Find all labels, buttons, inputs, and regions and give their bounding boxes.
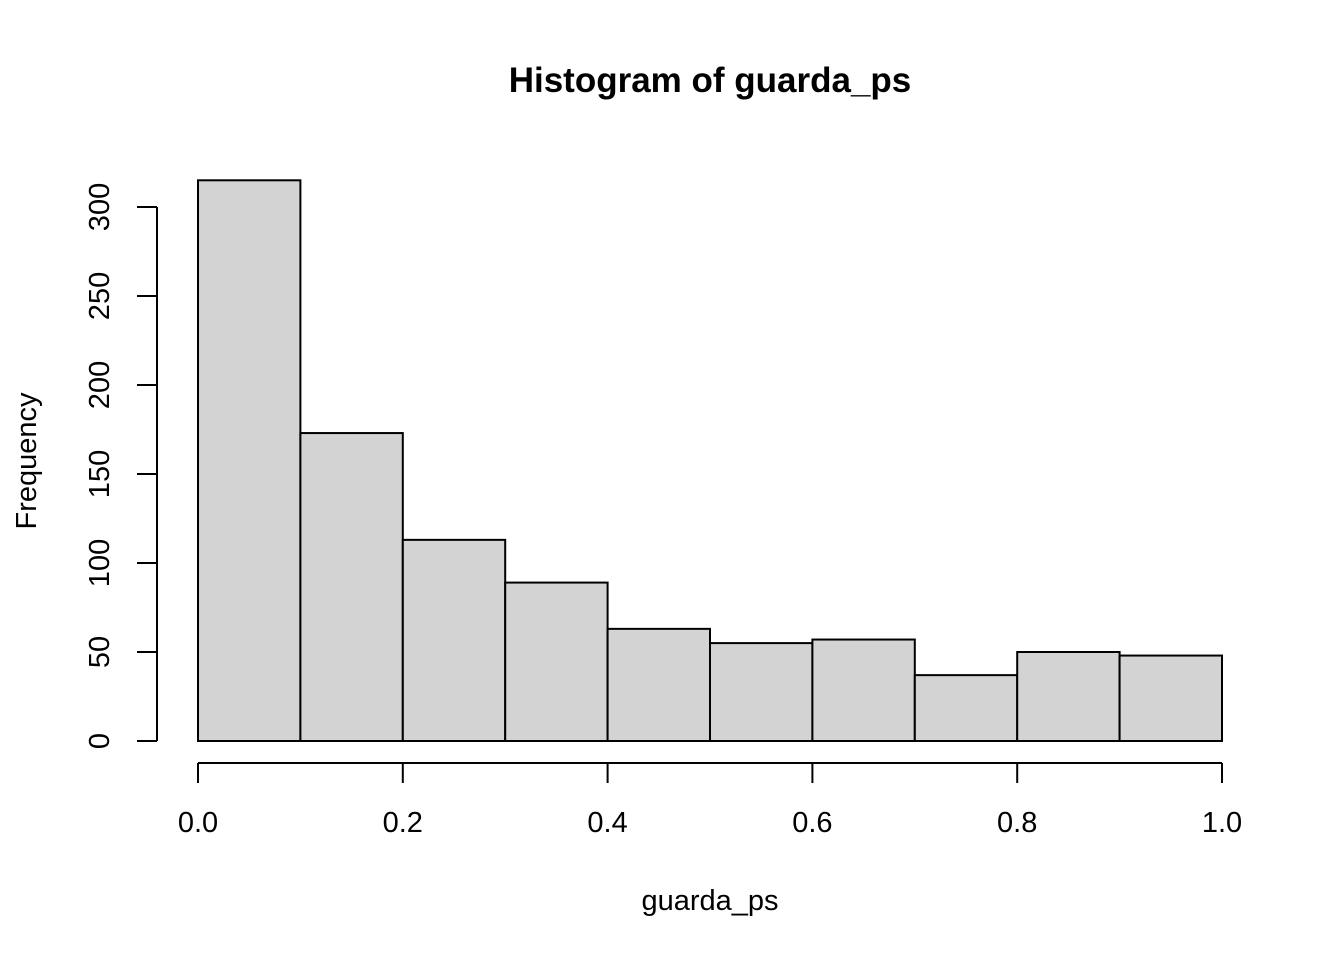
y-tick-label: 300 bbox=[84, 183, 116, 231]
y-tick-label: 150 bbox=[84, 450, 116, 498]
x-tick-label: 0.4 bbox=[587, 807, 627, 839]
y-axis-label: Frequency bbox=[11, 392, 43, 530]
x-tick-label: 1.0 bbox=[1202, 807, 1242, 839]
histogram-bar bbox=[299, 432, 404, 742]
x-tick-label: 0.2 bbox=[383, 807, 423, 839]
y-tick-label: 250 bbox=[84, 272, 116, 320]
x-axis-label: guarda_ps bbox=[641, 885, 778, 917]
histogram-bar bbox=[709, 642, 814, 742]
bars-layer bbox=[197, 179, 1223, 743]
histogram-bar bbox=[401, 538, 507, 742]
y-tick-label: 200 bbox=[84, 361, 116, 409]
chart-title: Histogram of guarda_ps bbox=[509, 61, 912, 100]
y-tick-label: 100 bbox=[84, 539, 116, 587]
histogram-bar bbox=[197, 179, 302, 743]
x-tick-label: 0.0 bbox=[178, 807, 218, 839]
histogram-bar bbox=[811, 638, 916, 742]
y-axis: 0 50 100 150 200 250 300 bbox=[84, 183, 158, 749]
y-tick-label: 50 bbox=[84, 636, 116, 668]
histogram-bar bbox=[1118, 654, 1223, 742]
y-tick-label: 0 bbox=[84, 733, 116, 749]
x-axis: 0.0 0.2 0.4 0.6 0.8 1.0 bbox=[178, 762, 1242, 839]
histogram-bar bbox=[504, 581, 609, 743]
histogram-bar bbox=[606, 627, 711, 742]
x-tick-label: 0.6 bbox=[792, 807, 832, 839]
histogram-bar bbox=[913, 674, 1019, 743]
histogram-bar bbox=[1016, 651, 1121, 742]
x-tick-label: 0.8 bbox=[997, 807, 1037, 839]
